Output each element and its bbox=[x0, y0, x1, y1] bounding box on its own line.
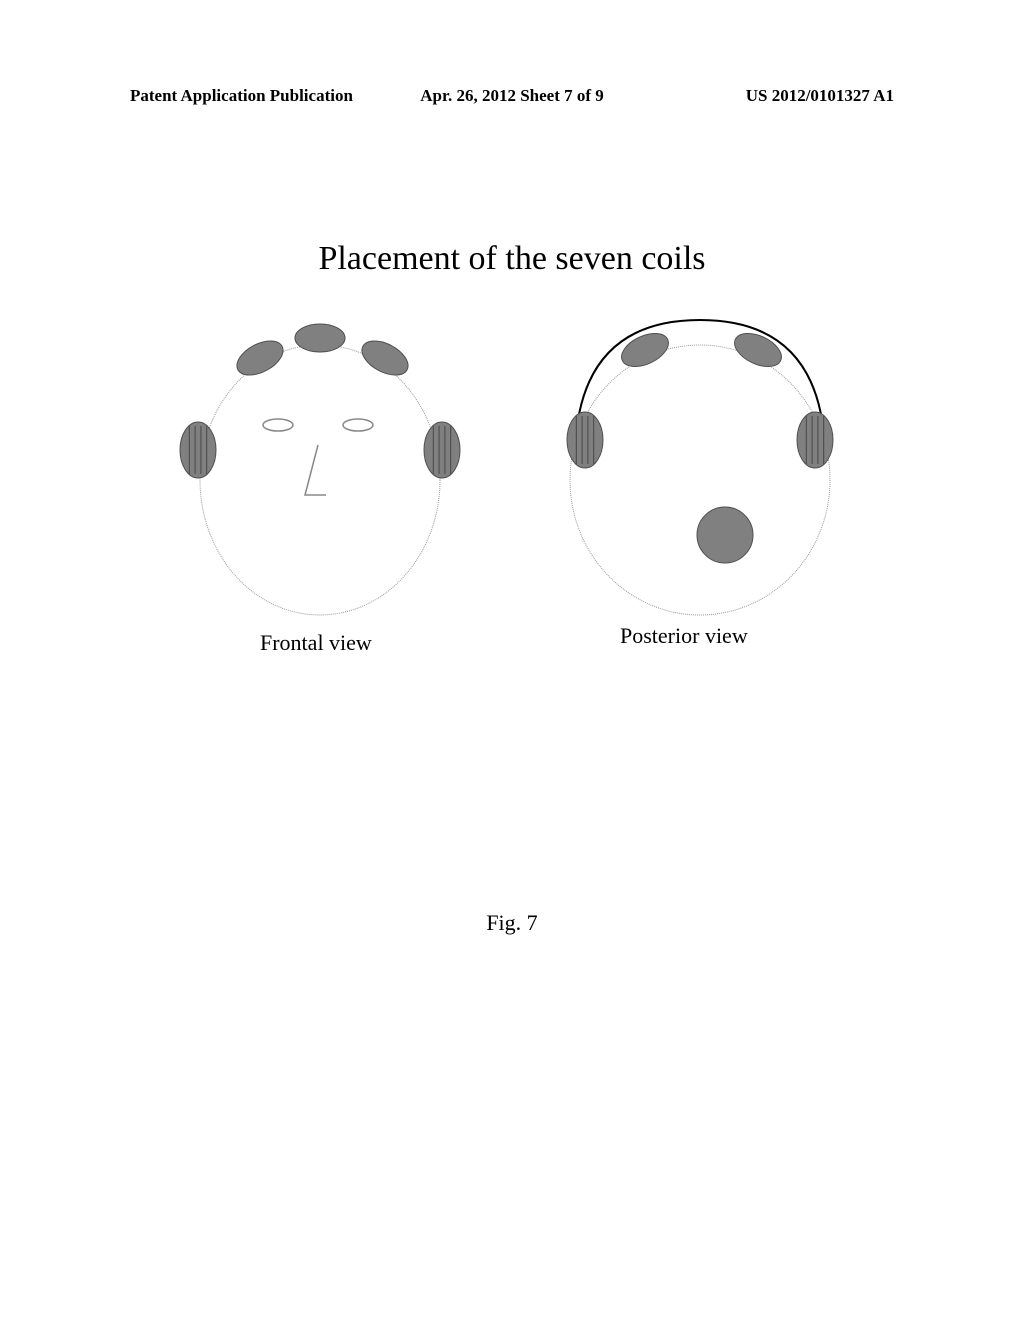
header-patent-number: US 2012/0101327 A1 bbox=[639, 86, 894, 106]
posterior-label: Posterior view bbox=[620, 623, 748, 649]
frontal-head-diagram bbox=[170, 310, 480, 620]
page-header: Patent Application Publication Apr. 26, … bbox=[0, 86, 1024, 106]
frontal-label: Frontal view bbox=[260, 630, 372, 656]
posterior-head-diagram bbox=[540, 310, 860, 620]
header-sheet-info: Apr. 26, 2012 Sheet 7 of 9 bbox=[385, 86, 640, 106]
diagram-title: Placement of the seven coils bbox=[0, 240, 1024, 278]
header-publication: Patent Application Publication bbox=[130, 86, 385, 106]
figure-number: Fig. 7 bbox=[0, 910, 1024, 936]
diagram-container: Frontal view Posterior view bbox=[130, 310, 910, 670]
